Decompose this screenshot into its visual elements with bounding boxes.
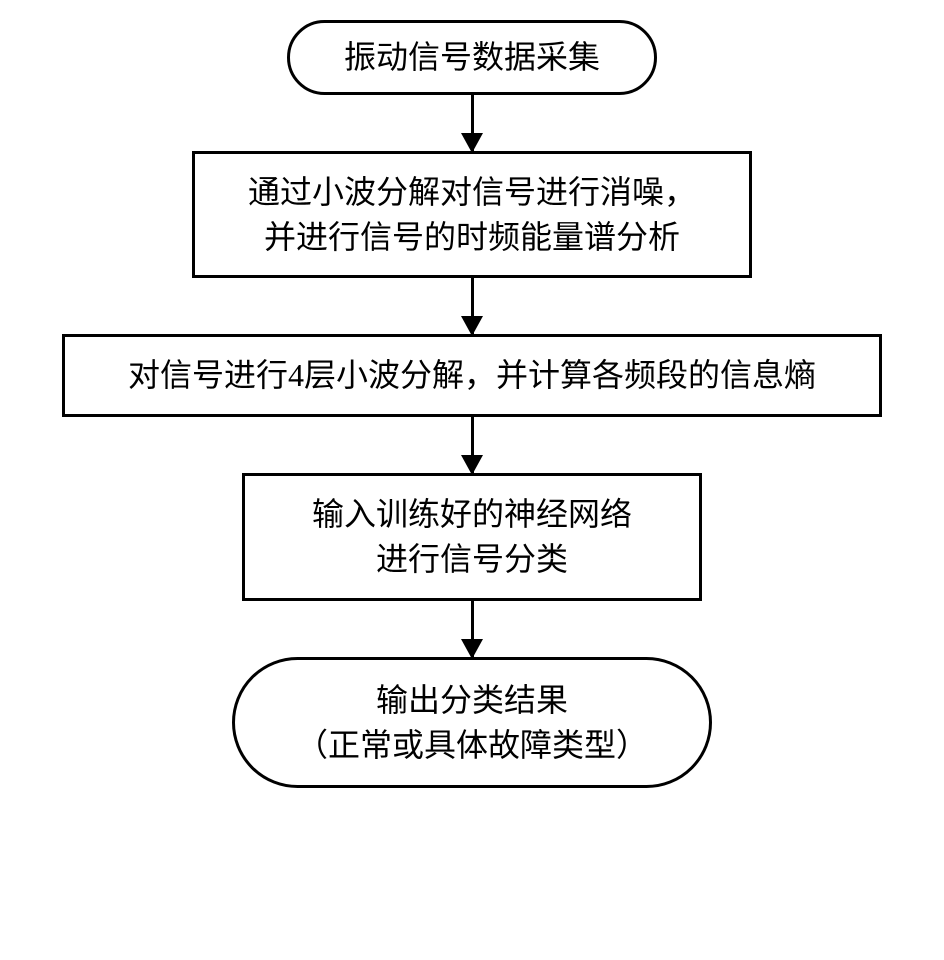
arrow (471, 417, 474, 473)
node-text: 对信号进行4层小波分解，并计算各频段的信息熵 (128, 353, 816, 398)
node-start: 振动信号数据采集 (287, 20, 657, 95)
node-text: （正常或具体故障类型） (296, 723, 648, 768)
arrow (471, 601, 474, 657)
node-text: 并进行信号的时频能量谱分析 (264, 215, 680, 260)
arrow (471, 95, 474, 151)
node-text: 振动信号数据采集 (344, 35, 600, 80)
node-wavelet-denoise: 通过小波分解对信号进行消噪， 并进行信号的时频能量谱分析 (192, 151, 752, 279)
node-text: 输入训练好的神经网络 (312, 492, 632, 537)
flowchart-container: 振动信号数据采集 通过小波分解对信号进行消噪， 并进行信号的时频能量谱分析 对信… (62, 20, 882, 788)
arrow (471, 278, 474, 334)
node-4layer-wavelet: 对信号进行4层小波分解，并计算各频段的信息熵 (62, 334, 882, 417)
node-text: 进行信号分类 (376, 537, 568, 582)
node-text: 通过小波分解对信号进行消噪， (248, 170, 696, 215)
node-text: 输出分类结果 (376, 678, 568, 723)
node-output: 输出分类结果 （正常或具体故障类型） (232, 657, 712, 789)
node-neural-network: 输入训练好的神经网络 进行信号分类 (242, 473, 702, 601)
